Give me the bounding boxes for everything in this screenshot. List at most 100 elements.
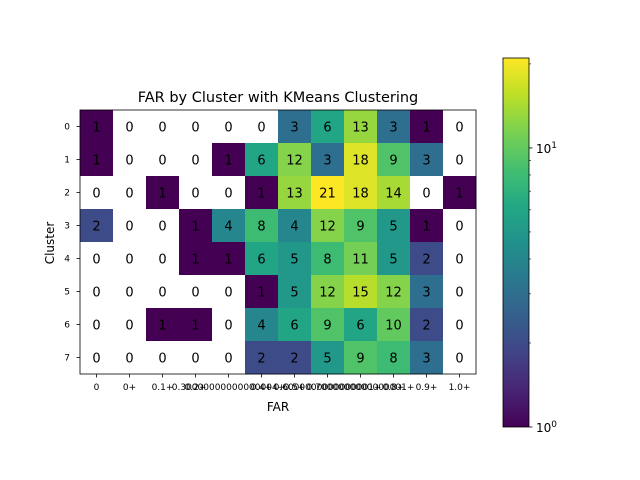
cell-value-label: 1: [422, 121, 430, 136]
heatmap-cell: [410, 275, 444, 309]
heatmap-cell: [245, 143, 279, 177]
cell-value-label: 18: [352, 187, 369, 202]
cell-value-label: 0: [158, 121, 166, 136]
y-axis-ticks: 0 1 2 3 4 5 6 7: [64, 123, 80, 364]
cell-value-label: 5: [290, 253, 298, 268]
cell-value-label: 3: [422, 154, 430, 169]
cell-value-label: 12: [319, 220, 336, 235]
cell-value-label: 0: [158, 220, 166, 235]
heatmap-cell: [80, 143, 114, 177]
heatmap-cell: [80, 341, 114, 375]
cell-value-label: 0: [422, 187, 430, 202]
x-tick-label: 0.1+: [152, 383, 174, 393]
y-tick-label: 7: [64, 354, 70, 364]
cell-value-label: 0: [455, 286, 463, 301]
heatmap-cell: [146, 308, 180, 342]
heatmap-cell: [443, 209, 477, 243]
heatmap-cell: [344, 341, 378, 375]
heatmap-cell: [278, 341, 312, 375]
cell-value-label: 3: [422, 286, 430, 301]
cell-value-label: 0: [125, 187, 133, 202]
cell-value-label: 0: [224, 286, 232, 301]
heatmap-cell: [377, 308, 411, 342]
cell-value-label: 1: [257, 187, 265, 202]
heatmap-cell: [278, 308, 312, 342]
cell-value-label: 6: [257, 253, 265, 268]
heatmap-cell: [377, 143, 411, 177]
cell-value-label: 2: [422, 253, 430, 268]
cell-value-label: 0: [92, 319, 100, 334]
x-tick-label: 0.30000000000000004+: [172, 383, 285, 393]
heatmap-cell: [311, 209, 345, 243]
heatmap-cell: [278, 275, 312, 309]
cell-value-label: 15: [352, 286, 369, 301]
cell-value-label: 5: [389, 220, 397, 235]
heatmap-cell: [311, 176, 345, 210]
cell-value-label: 0: [125, 220, 133, 235]
heatmap-cell: [278, 110, 312, 144]
heatmap-cell: [311, 110, 345, 144]
heatmap-cell: [179, 275, 213, 309]
heatmap-cell: [377, 110, 411, 144]
cell-value-label: 0: [92, 286, 100, 301]
cell-value-label: 12: [286, 154, 303, 169]
cell-value-label: 1: [191, 220, 199, 235]
heatmap-cell: [410, 341, 444, 375]
cell-value-label: 2: [257, 352, 265, 367]
x-tick-label: 0+: [123, 383, 136, 393]
y-tick-label: 1: [64, 156, 70, 166]
cell-value-label: 14: [385, 187, 402, 202]
heatmap-cell: [245, 209, 279, 243]
heatmap-cell: [212, 209, 246, 243]
cell-value-label: 0: [224, 319, 232, 334]
cell-value-label: 1: [422, 220, 430, 235]
x-axis-ticks: 0 0+ 0.1+ 0.2+0.30000000000000004+0.4+ 0.5+0…: [94, 374, 471, 393]
heatmap-cell: [410, 242, 444, 276]
cell-value-label: 0: [224, 352, 232, 367]
cell-value-label: 1: [92, 154, 100, 169]
heatmap-cell: [344, 176, 378, 210]
x-tick-label: 1.0+: [449, 383, 471, 393]
heatmap-cell: [311, 242, 345, 276]
y-tick-label: 0: [64, 123, 70, 133]
heatmap-cell: [179, 242, 213, 276]
cell-value-label: 0: [125, 121, 133, 136]
heatmap-cells: [80, 110, 477, 375]
heatmap-cell: [377, 341, 411, 375]
x-axis-label: FAR: [267, 400, 289, 414]
cell-value-label: 1: [224, 253, 232, 268]
colorbar: [502, 57, 530, 428]
heatmap-cell: [245, 110, 279, 144]
heatmap-cell: [344, 242, 378, 276]
heatmap-cell: [212, 341, 246, 375]
cell-value-label: 0: [125, 319, 133, 334]
heatmap-cell: [80, 242, 114, 276]
cell-value-label: 0: [125, 154, 133, 169]
heatmap-cell: [179, 308, 213, 342]
cell-value-label: 0: [125, 286, 133, 301]
cell-value-label: 1: [158, 319, 166, 334]
cell-value-label: 0: [92, 253, 100, 268]
heatmap-cell: [443, 308, 477, 342]
heatmap-cell: [146, 176, 180, 210]
heatmap-cell: [212, 308, 246, 342]
heatmap-cell: [377, 275, 411, 309]
heatmap-cell: [146, 209, 180, 243]
cell-value-label: 0: [455, 154, 463, 169]
cell-value-label: 1: [455, 187, 463, 202]
heatmap-cell: [80, 308, 114, 342]
heatmap-cell: [344, 308, 378, 342]
heatmap-cell: [179, 176, 213, 210]
cell-value-label: 4: [224, 220, 232, 235]
x-tick-label: 0.6000000000000001+: [274, 383, 382, 393]
heatmap-cell: [443, 110, 477, 144]
cell-value-label: 1: [257, 286, 265, 301]
heatmap-cell: [410, 176, 444, 210]
cell-value-label: 0: [191, 187, 199, 202]
heatmap-cell: [245, 176, 279, 210]
heatmap-cell: [113, 143, 147, 177]
heatmap-cell: [311, 143, 345, 177]
heatmap-cell: [113, 308, 147, 342]
heatmap-cell: [245, 242, 279, 276]
